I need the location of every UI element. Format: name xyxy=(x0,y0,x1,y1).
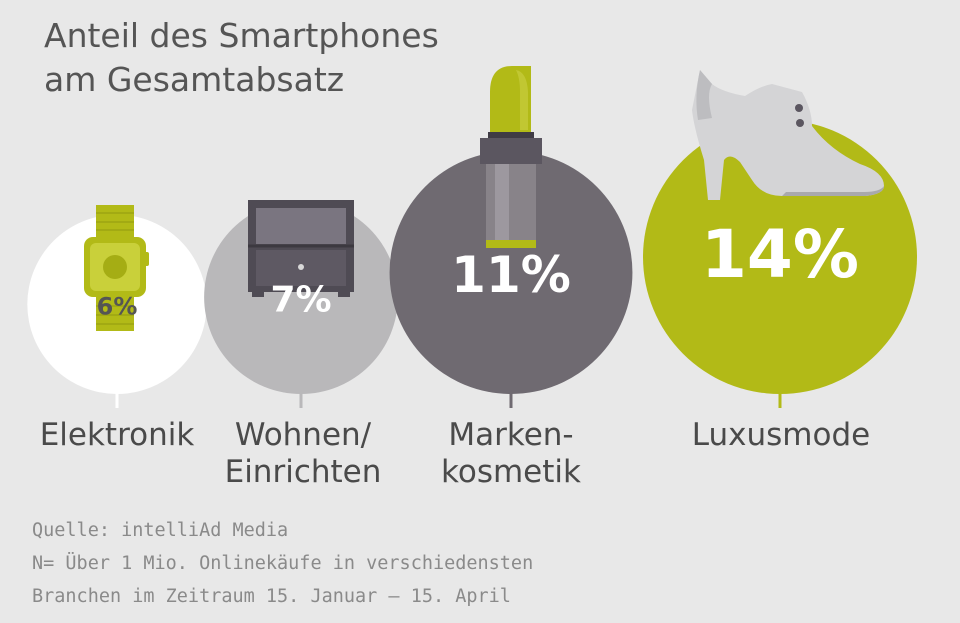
value-label-4: 14% xyxy=(701,216,859,293)
nightstand-icon xyxy=(248,200,354,297)
source-line-1: Quelle: intelliAd Media xyxy=(32,520,289,541)
source-note: Quelle: intelliAd Media N= Über 1 Mio. O… xyxy=(32,514,533,613)
source-line-2: N= Über 1 Mio. Onlinekäufe in verschiede… xyxy=(32,553,534,574)
chart-title-line-2: am Gesamtabsatz xyxy=(44,60,345,99)
value-labels: 6% 7% 11% 14% xyxy=(97,216,859,321)
category-label-luxusmode: Luxusmode xyxy=(691,417,871,453)
bubble-3 xyxy=(389,151,633,394)
lipstick-icon xyxy=(480,66,542,248)
category-label-wohnen: Wohnen/ Einrichten xyxy=(224,417,382,490)
smartwatch-icon xyxy=(84,205,149,331)
category-label-elektronik: Elektronik xyxy=(39,417,195,453)
value-label-1: 6% xyxy=(97,293,138,321)
value-label-2: 7% xyxy=(270,280,331,321)
source-line-3: Branchen im Zeitraum 15. Januar – 15. Ap… xyxy=(32,586,511,607)
value-label-3: 11% xyxy=(451,246,571,304)
chart-title: Anteil des Smartphones am Gesamtabsatz xyxy=(44,14,439,102)
chart-title-line-1: Anteil des Smartphones xyxy=(44,16,439,55)
high-heel-shoe-icon xyxy=(692,70,884,200)
category-label-markenkosmetik: Marken- kosmetik xyxy=(441,417,581,490)
